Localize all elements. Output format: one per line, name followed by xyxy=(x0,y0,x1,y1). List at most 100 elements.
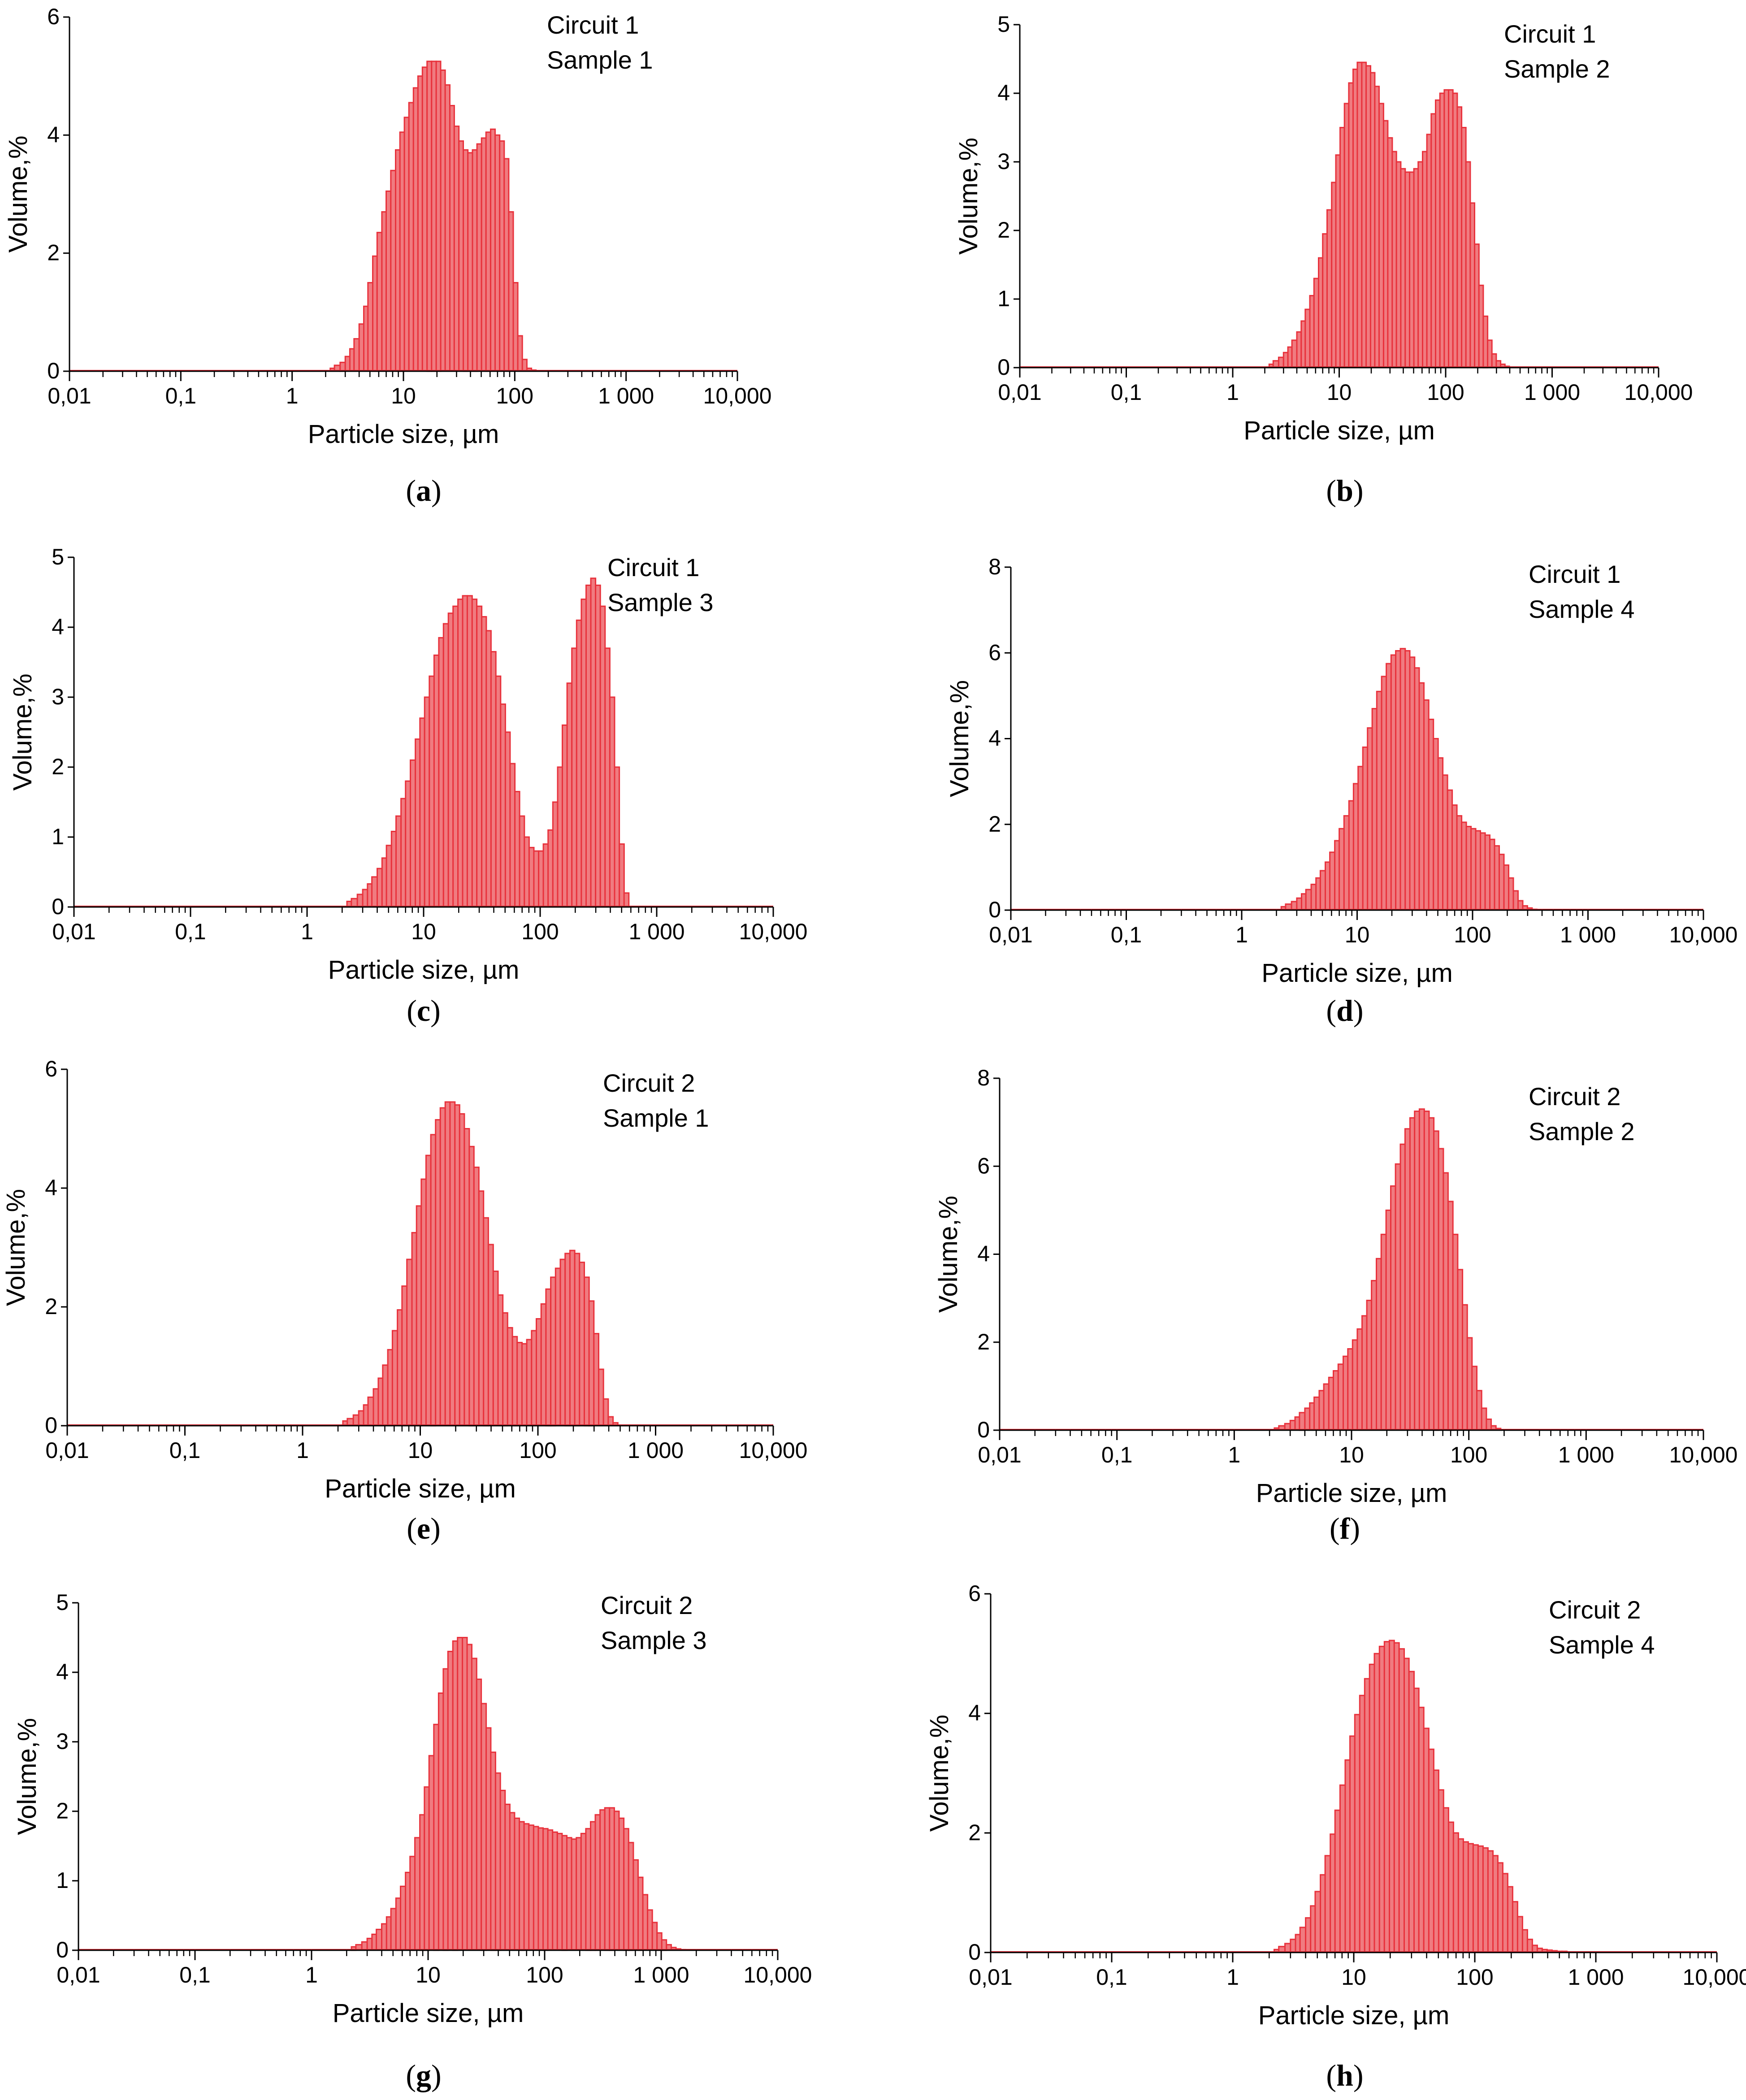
x-tick-label: 1 000 xyxy=(1558,1442,1614,1467)
x-tick-label: 10 xyxy=(408,1438,433,1463)
y-tick-label: 0 xyxy=(968,1939,981,1965)
y-tick-label: 5 xyxy=(52,544,64,569)
x-tick-label: 100 xyxy=(1427,380,1464,405)
x-tick-label: 10,000 xyxy=(1683,1965,1746,1990)
y-tick-label: 4 xyxy=(977,1241,990,1267)
x-tick-label: 10 xyxy=(391,383,416,408)
bar xyxy=(1354,1714,1360,1953)
bar xyxy=(1359,1695,1365,1953)
bar xyxy=(1299,1926,1307,1953)
y-tick-label: 5 xyxy=(997,12,1010,37)
bar xyxy=(1423,1727,1430,1953)
chart-title-line: Sample 3 xyxy=(607,588,714,616)
chart-title-line: Circuit 1 xyxy=(547,11,639,39)
y-tick-label: 2 xyxy=(977,1329,990,1354)
panel-caption-d: (d) xyxy=(1278,993,1412,1028)
y-axis-label: Volume,% xyxy=(954,138,983,255)
y-tick-label: 0 xyxy=(988,897,1001,922)
x-tick-label: 100 xyxy=(1456,1965,1493,1990)
bar xyxy=(1502,1873,1508,1953)
bar xyxy=(1472,1844,1479,1953)
y-tick-label: 2 xyxy=(988,811,1001,837)
y-axis-label: Volume,% xyxy=(934,1196,963,1313)
x-tick-label: 0,01 xyxy=(52,919,95,944)
bar xyxy=(1452,1832,1459,1953)
x-tick-label: 10,000 xyxy=(1669,922,1738,947)
panel-caption-b: (b) xyxy=(1278,473,1412,508)
x-tick-label: 100 xyxy=(1450,1442,1487,1467)
bar xyxy=(1324,1855,1331,1953)
bar xyxy=(1526,1939,1533,1953)
bar xyxy=(1364,1678,1370,1953)
caption-paren: ) xyxy=(1353,994,1364,1028)
x-tick-label: 10 xyxy=(1327,380,1352,405)
bar xyxy=(1521,1929,1528,1953)
bar xyxy=(1295,1934,1301,1953)
y-tick-label: 2 xyxy=(52,754,64,779)
x-tick-label: 10 xyxy=(1339,1442,1364,1467)
bar xyxy=(1418,1706,1425,1953)
x-axis-label: Particle size, µm xyxy=(1261,959,1453,988)
x-tick-label: 0,01 xyxy=(969,1965,1012,1990)
y-tick-label: 6 xyxy=(47,4,60,29)
x-tick-label: 1 xyxy=(1226,380,1239,405)
x-tick-label: 100 xyxy=(526,1962,563,1987)
y-tick-label: 2 xyxy=(47,240,60,265)
x-tick-label: 1 000 xyxy=(1568,1965,1624,1990)
chart-title-line: Sample 2 xyxy=(1529,1117,1635,1145)
bar xyxy=(1310,1905,1316,1953)
x-tick-label: 0,1 xyxy=(175,919,206,944)
x-tick-label: 0,01 xyxy=(989,922,1032,947)
bar xyxy=(1383,1641,1391,1953)
caption-letter: c xyxy=(416,994,431,1028)
x-tick-label: 1 xyxy=(1226,1965,1239,1990)
y-tick-label: 1 xyxy=(52,824,64,849)
x-tick-label: 1 xyxy=(286,383,299,408)
bar xyxy=(1507,1886,1513,1953)
y-tick-label: 6 xyxy=(977,1153,990,1178)
caption-letter: b xyxy=(1336,473,1353,508)
bar xyxy=(1482,1847,1489,1953)
y-tick-label: 2 xyxy=(997,217,1010,243)
x-tick-label: 100 xyxy=(521,919,559,944)
y-tick-label: 3 xyxy=(52,684,64,709)
caption-letter: f xyxy=(1339,1511,1350,1545)
y-axis-label: Volume,% xyxy=(4,135,33,252)
chart-title-line: Circuit 1 xyxy=(607,553,699,581)
bar xyxy=(1373,1653,1380,1953)
y-axis-label: Volume,% xyxy=(925,1714,954,1831)
x-tick-label: 100 xyxy=(496,383,533,408)
caption-paren: ) xyxy=(1353,2058,1364,2092)
chart-title-line: Circuit 1 xyxy=(1529,560,1620,588)
chart-title-line: Circuit 2 xyxy=(1549,1596,1641,1624)
x-tick-label: 1 xyxy=(301,919,313,944)
x-tick-label: 10,000 xyxy=(744,1962,812,1987)
y-tick-label: 2 xyxy=(45,1294,57,1319)
bar xyxy=(1428,1749,1434,1953)
caption-paren: ) xyxy=(1353,473,1364,508)
y-tick-label: 5 xyxy=(56,1590,69,1615)
bars-h xyxy=(1274,1640,1578,1953)
chart-title-line: Circuit 1 xyxy=(1504,20,1596,48)
panel-caption-e: (e) xyxy=(356,1511,491,1546)
chart-title-line: Circuit 2 xyxy=(603,1069,695,1097)
caption-paren: ( xyxy=(407,1511,417,1545)
bar xyxy=(1398,1648,1405,1953)
caption-letter: e xyxy=(416,1511,431,1545)
x-tick-label: 1 000 xyxy=(633,1962,689,1987)
chart-title-line: Sample 2 xyxy=(1504,55,1610,83)
x-tick-label: 1 xyxy=(305,1962,318,1987)
y-tick-label: 6 xyxy=(45,1056,57,1081)
x-tick-label: 0,1 xyxy=(169,1438,201,1463)
chart-title-line: Sample 4 xyxy=(1529,595,1635,623)
y-tick-label: 6 xyxy=(988,640,1001,665)
panel-caption-h: (h) xyxy=(1278,2058,1412,2093)
x-tick-label: 0,01 xyxy=(48,383,91,408)
